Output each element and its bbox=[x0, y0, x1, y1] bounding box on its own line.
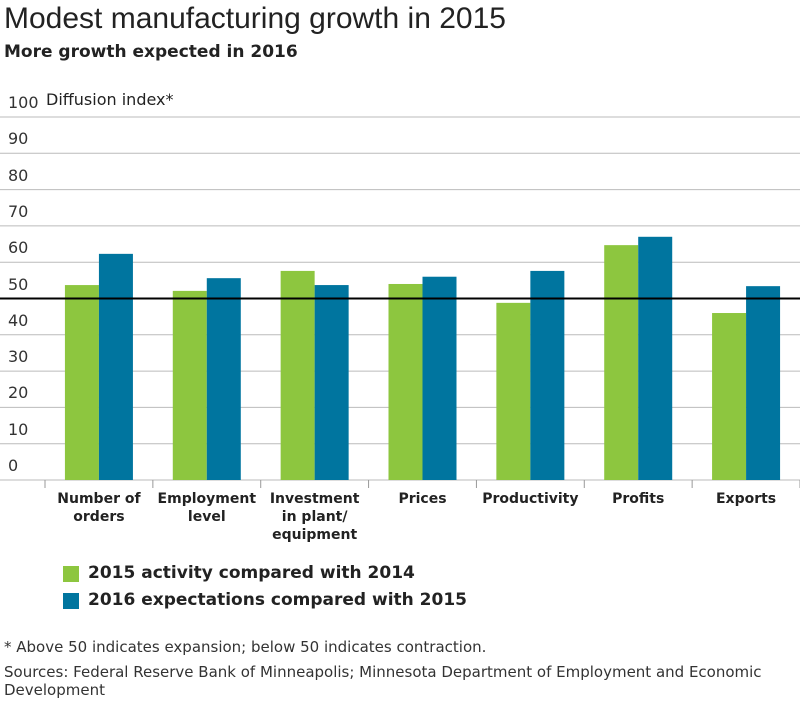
y-tick-label: 90 bbox=[8, 129, 29, 149]
source: Sources: Federal Reserve Bank of Minneap… bbox=[4, 663, 762, 699]
y-tick-label: 10 bbox=[8, 419, 29, 439]
y-tick-label: 80 bbox=[8, 165, 29, 185]
y-tick-label: 40 bbox=[8, 310, 29, 330]
chart-title: Modest manufacturing growth in 2015 bbox=[4, 2, 506, 35]
bar bbox=[638, 236, 673, 480]
y-tick-label: 0 bbox=[8, 456, 19, 475]
y-tick-label: 50 bbox=[8, 274, 29, 294]
bar bbox=[206, 278, 241, 480]
y-tick-label: 60 bbox=[8, 238, 29, 258]
x-tick-label: Number of orders bbox=[57, 491, 141, 525]
x-tick-label: Prices bbox=[398, 491, 447, 507]
y-axis-label: Diffusion index* bbox=[46, 90, 174, 109]
bar bbox=[280, 270, 315, 480]
bar bbox=[530, 270, 565, 480]
x-tick-label: Exports bbox=[715, 491, 777, 507]
bar bbox=[172, 290, 207, 480]
bar bbox=[712, 313, 747, 480]
bar bbox=[388, 283, 423, 480]
legend-swatch bbox=[63, 593, 79, 609]
x-tick-label: Productivity bbox=[482, 491, 579, 507]
y-tick-label: 70 bbox=[8, 201, 29, 221]
footnote: * Above 50 indicates expansion; below 50… bbox=[4, 638, 487, 656]
bar bbox=[98, 253, 133, 480]
bar bbox=[496, 302, 531, 480]
bar bbox=[422, 276, 457, 480]
legend-label: 2015 activity compared with 2014 bbox=[88, 563, 415, 583]
bar bbox=[604, 245, 639, 480]
y-tick-label: 20 bbox=[8, 383, 29, 403]
y-tick-label: 100 bbox=[8, 93, 39, 112]
y-tick-label: 30 bbox=[8, 347, 29, 367]
legend-label: 2016 expectations compared with 2015 bbox=[88, 590, 467, 610]
x-tick-label: Profits bbox=[612, 491, 665, 507]
bar bbox=[64, 285, 99, 480]
bar bbox=[314, 285, 349, 480]
bar bbox=[746, 286, 781, 480]
legend-swatch bbox=[63, 566, 79, 582]
x-tick-label: Employment level bbox=[157, 491, 257, 525]
x-tick-label: Investment in plant/ equipment bbox=[269, 491, 360, 543]
chart-subtitle: More growth expected in 2016 bbox=[4, 42, 298, 62]
